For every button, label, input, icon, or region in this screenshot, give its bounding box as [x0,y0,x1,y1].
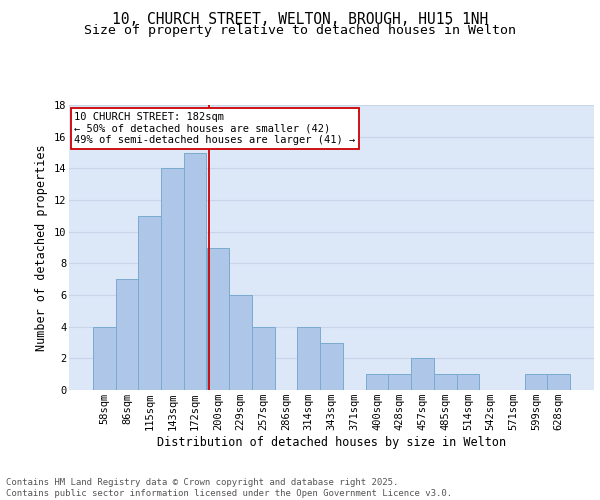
Bar [547,374,570,390]
Bar [206,248,229,390]
Bar [93,326,116,390]
Y-axis label: Number of detached properties: Number of detached properties [35,144,48,351]
Bar [365,374,388,390]
Bar [139,216,161,390]
Bar [457,374,479,390]
Bar [298,326,320,390]
Text: 10 CHURCH STREET: 182sqm
← 50% of detached houses are smaller (42)
49% of semi-d: 10 CHURCH STREET: 182sqm ← 50% of detach… [74,112,355,146]
Text: Size of property relative to detached houses in Welton: Size of property relative to detached ho… [84,24,516,37]
Text: 10, CHURCH STREET, WELTON, BROUGH, HU15 1NH: 10, CHURCH STREET, WELTON, BROUGH, HU15 … [112,12,488,28]
X-axis label: Distribution of detached houses by size in Welton: Distribution of detached houses by size … [157,436,506,449]
Bar [411,358,434,390]
Text: Contains HM Land Registry data © Crown copyright and database right 2025.
Contai: Contains HM Land Registry data © Crown c… [6,478,452,498]
Bar [116,279,139,390]
Bar [434,374,457,390]
Bar [388,374,411,390]
Bar [252,326,275,390]
Bar [229,295,252,390]
Bar [524,374,547,390]
Bar [184,152,206,390]
Bar [161,168,184,390]
Bar [320,342,343,390]
